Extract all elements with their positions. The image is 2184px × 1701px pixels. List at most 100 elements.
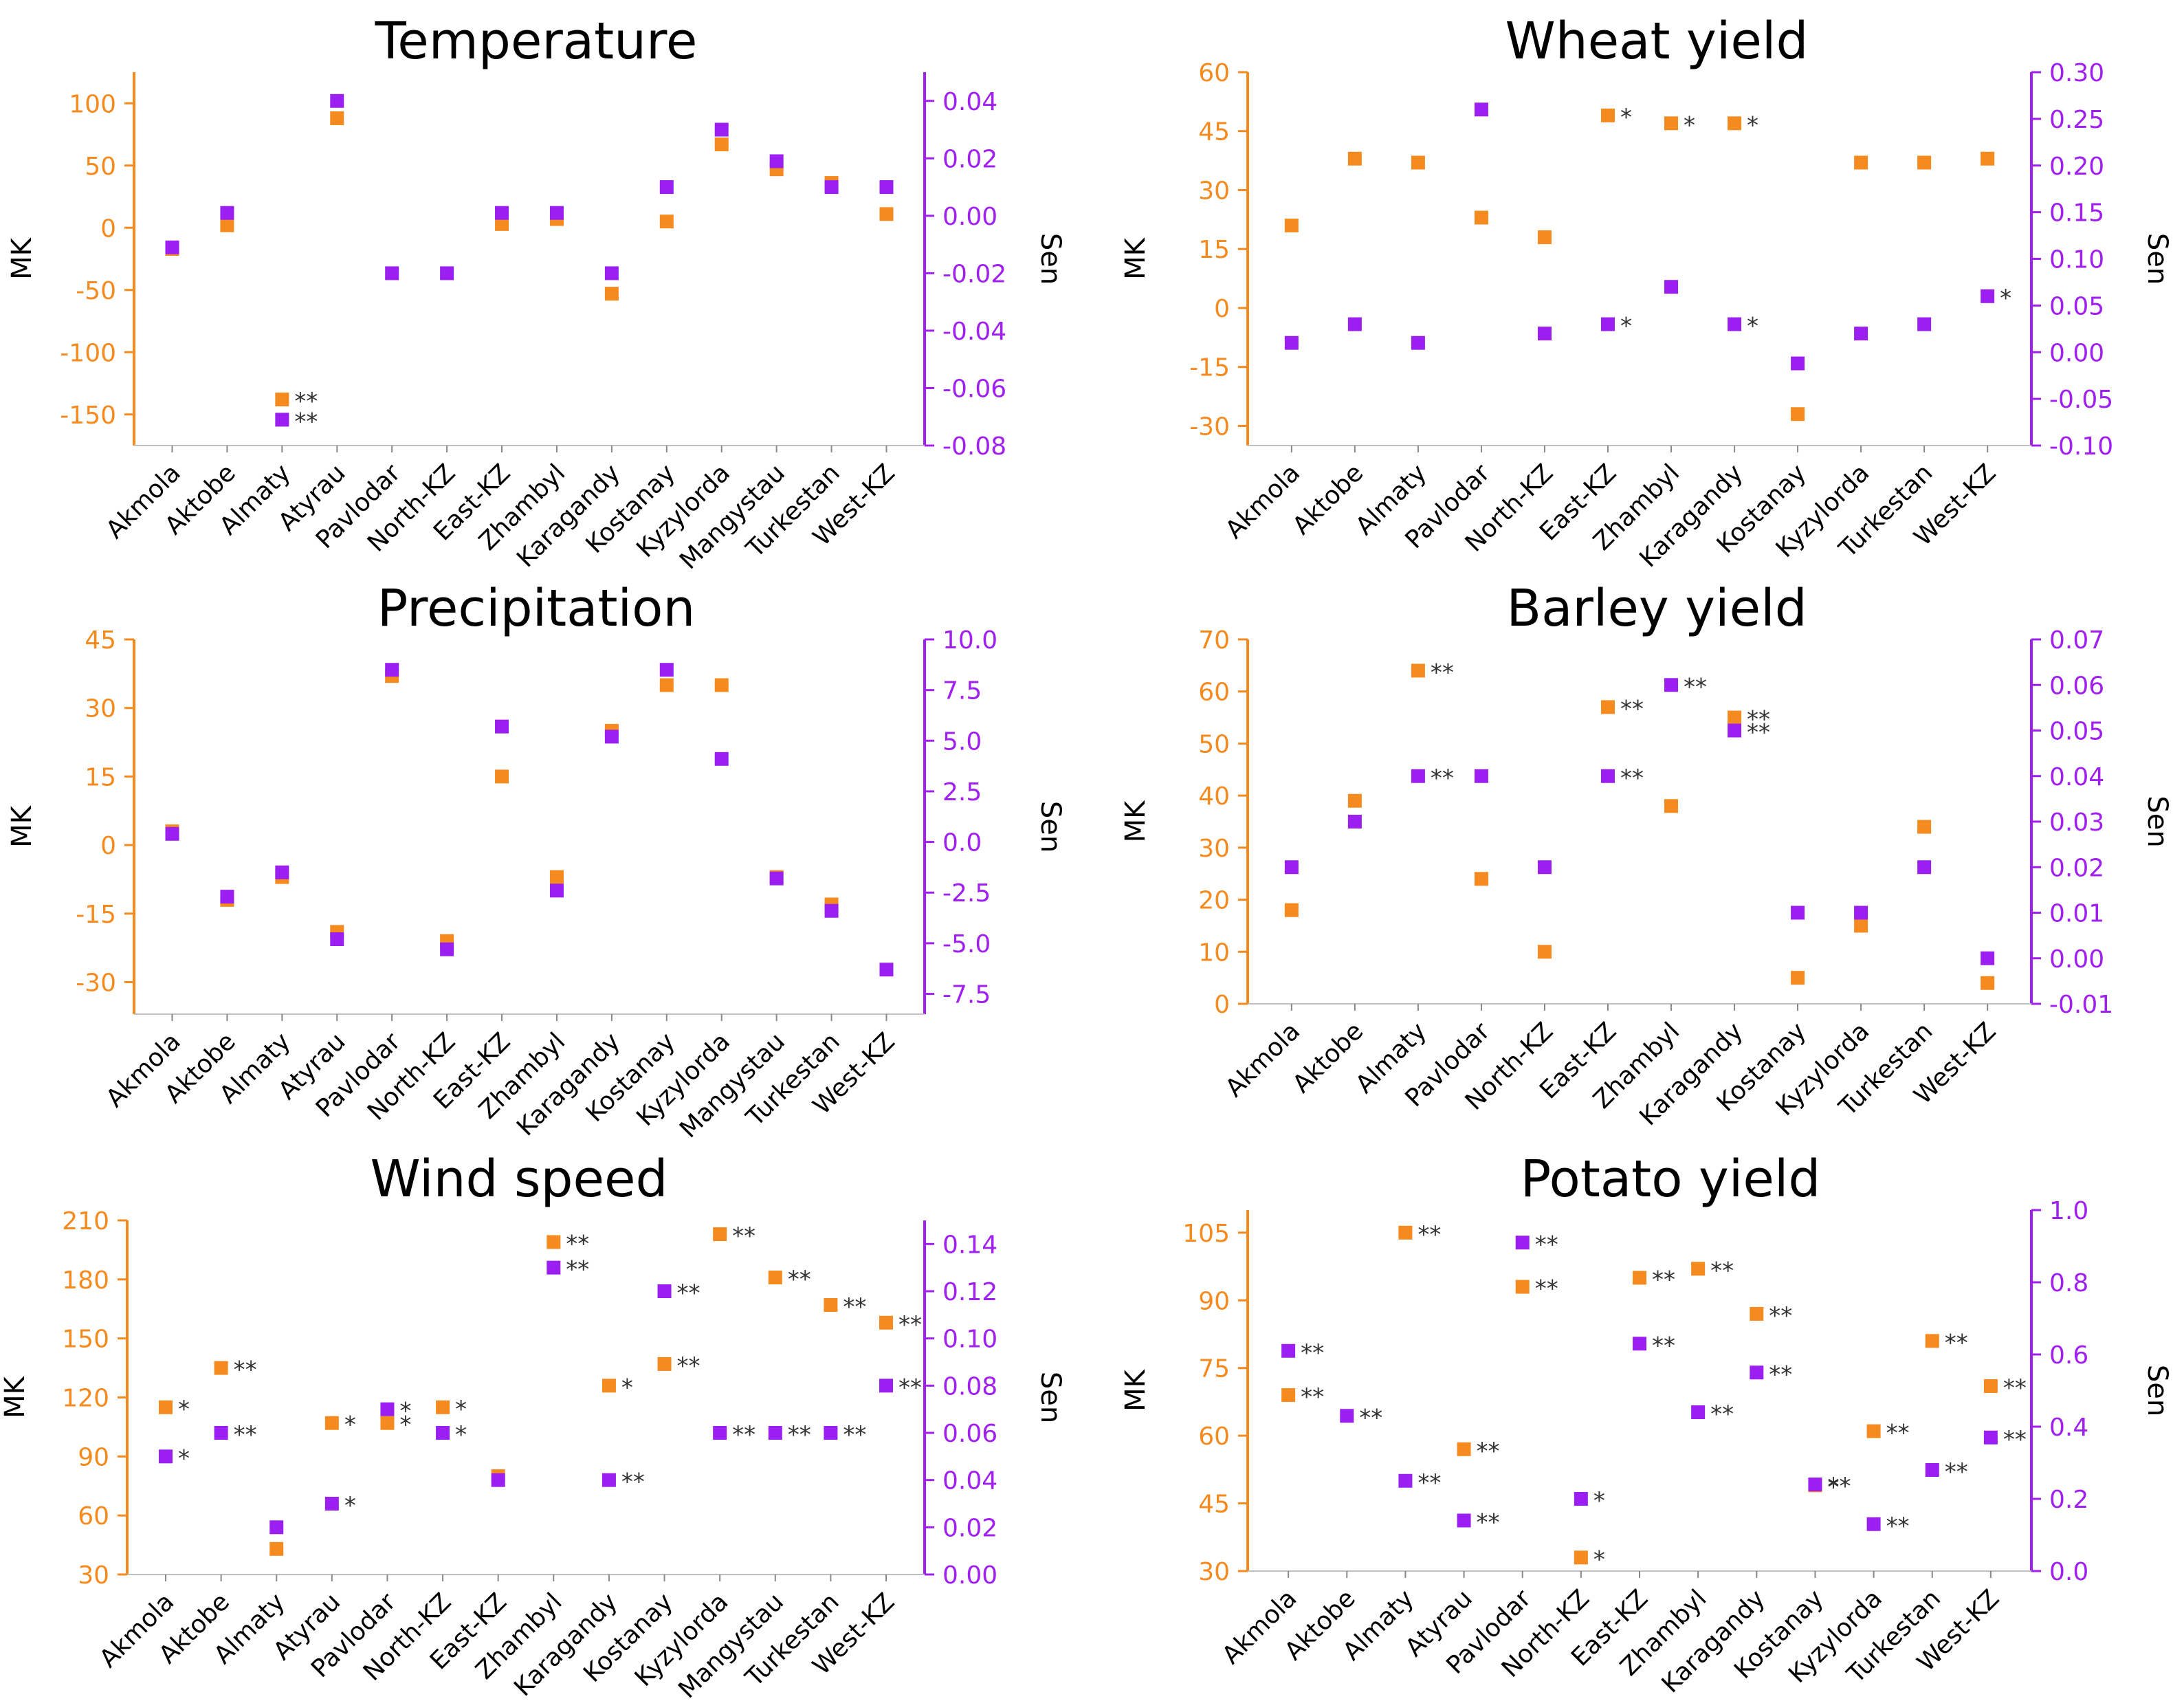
significance-mark: ** — [294, 408, 318, 435]
marker-mk — [380, 1416, 395, 1430]
significance-mark: ** — [1747, 719, 1770, 747]
marker-sen — [604, 266, 619, 281]
left-tick-label: 75 — [1198, 1355, 1230, 1383]
marker-sen — [879, 1379, 893, 1393]
marker-sen — [1633, 1337, 1646, 1351]
right-tick-label: 0.20 — [2049, 153, 2104, 181]
significance-mark: * — [621, 1374, 633, 1401]
left-tick-label: 0 — [1214, 991, 1230, 1019]
right-tick-label: 0.10 — [942, 1326, 997, 1354]
marker-sen — [165, 240, 179, 254]
significance-mark: ** — [843, 1421, 866, 1449]
marker-mk — [1347, 793, 1362, 808]
marker-sen — [604, 729, 619, 744]
left-tick-label: 50 — [1198, 730, 1230, 758]
significance-mark: * — [344, 1492, 356, 1519]
significance-mark: ** — [1769, 1361, 1792, 1388]
significance-mark: ** — [1301, 1383, 1324, 1411]
significance-mark: * — [1747, 111, 1758, 139]
right-tick-label: 0.00 — [2049, 945, 2104, 974]
y-axis-label: MK — [1120, 237, 1151, 280]
right-tick-label: 0.00 — [942, 1561, 997, 1590]
marker-mk — [1457, 1442, 1471, 1456]
marker-mk — [657, 1357, 672, 1371]
significance-mark: ** — [1301, 1339, 1324, 1367]
right-tick-label: 0.08 — [942, 1372, 997, 1401]
marker-sen — [495, 719, 509, 734]
marker-sen — [824, 180, 839, 195]
marker-sen — [275, 865, 289, 879]
marker-mk — [1474, 872, 1488, 886]
marker-mk — [1917, 820, 1932, 834]
significance-mark: ** — [1418, 1469, 1441, 1497]
right-tick-label: 0.06 — [2049, 672, 2104, 700]
significance-mark: * — [1593, 1546, 1605, 1573]
panel-wheat: Wheat yield 60 45 30 15 0 -15 -30 0.30 0.25 0.20 0.… — [1120, 12, 2173, 573]
right-tick-label: -0.04 — [942, 318, 1006, 346]
marker-mk — [1981, 976, 1995, 990]
marker-sen — [1917, 317, 1932, 331]
marker-mk — [1691, 1262, 1706, 1276]
significance-mark: ** — [1535, 1231, 1558, 1258]
significance-mark: * — [1620, 104, 1632, 131]
significance-mark: ** — [1769, 1302, 1792, 1330]
left-tick-label: 60 — [1198, 59, 1230, 87]
marker-mk — [1411, 663, 1425, 678]
significance-mark: ** — [898, 1374, 922, 1401]
marker-mk — [1925, 1334, 1939, 1348]
marker-sen — [824, 903, 839, 918]
left-tick-label: 60 — [1198, 1423, 1230, 1451]
marker-sen — [713, 1426, 727, 1440]
right-tick-label: -0.08 — [942, 432, 1006, 461]
right-tick-label: 0.01 — [2049, 900, 2104, 928]
marker-sen — [1347, 815, 1362, 828]
marker-mk — [714, 137, 729, 151]
marker-mk — [659, 678, 674, 692]
right-tick-label: 0.12 — [942, 1278, 997, 1306]
significance-mark: ** — [1827, 1473, 1851, 1500]
significance-mark: ** — [1684, 673, 1707, 701]
marker-sen — [1808, 1478, 1822, 1491]
left-tick-label: 90 — [1198, 1287, 1230, 1315]
significance-mark: * — [344, 1412, 356, 1439]
marker-mk — [330, 111, 344, 125]
marker-sen — [330, 94, 344, 108]
significance-mark: ** — [1886, 1513, 1910, 1540]
marker-mk — [1728, 116, 1742, 131]
marker-sen — [1750, 1365, 1764, 1380]
marker-sen — [1983, 1430, 1998, 1445]
marker-sen — [330, 932, 344, 946]
right-tick-label: 0.10 — [2049, 246, 2104, 274]
right-tick-label: 0.15 — [2049, 199, 2104, 228]
marker-sen — [714, 751, 729, 766]
significance-mark: * — [2000, 285, 2011, 312]
right-tick-label: 0.03 — [2049, 809, 2104, 837]
significance-mark: ** — [566, 1256, 589, 1284]
marker-sen — [1284, 336, 1299, 350]
significance-mark: ** — [2003, 1374, 2027, 1402]
marker-sen — [1574, 1492, 1588, 1506]
marker-mk — [1537, 230, 1552, 245]
marker-sen — [1791, 356, 1805, 371]
left-tick-label: -15 — [76, 901, 116, 929]
marker-sen — [214, 1426, 228, 1440]
marker-sen — [1474, 769, 1488, 783]
right-tick-label: 0.04 — [942, 1467, 997, 1495]
panel-temperature: Temperature 100 50 0 -50 -100 -150 0.04 0.02 0.00… — [6, 12, 1066, 575]
significance-mark: ** — [1359, 1404, 1382, 1431]
marker-sen — [1664, 280, 1679, 294]
significance-mark: ** — [2003, 1426, 2027, 1453]
marker-mk — [1474, 210, 1488, 225]
left-tick-label: 50 — [85, 153, 116, 181]
right-tick-label: 0.05 — [2049, 292, 2104, 320]
right-tick-label: 1.0 — [2049, 1197, 2088, 1225]
left-tick-label: 105 — [1182, 1220, 1230, 1248]
marker-mk — [1983, 1379, 1998, 1393]
significance-mark: ** — [1418, 1221, 1441, 1249]
significance-mark: ** — [1431, 659, 1454, 686]
marker-sen — [1664, 678, 1679, 692]
significance-mark: * — [1827, 1473, 1839, 1501]
left-tick-label: 30 — [85, 695, 116, 723]
marker-mk — [1728, 710, 1742, 725]
marker-sen — [436, 1426, 450, 1440]
